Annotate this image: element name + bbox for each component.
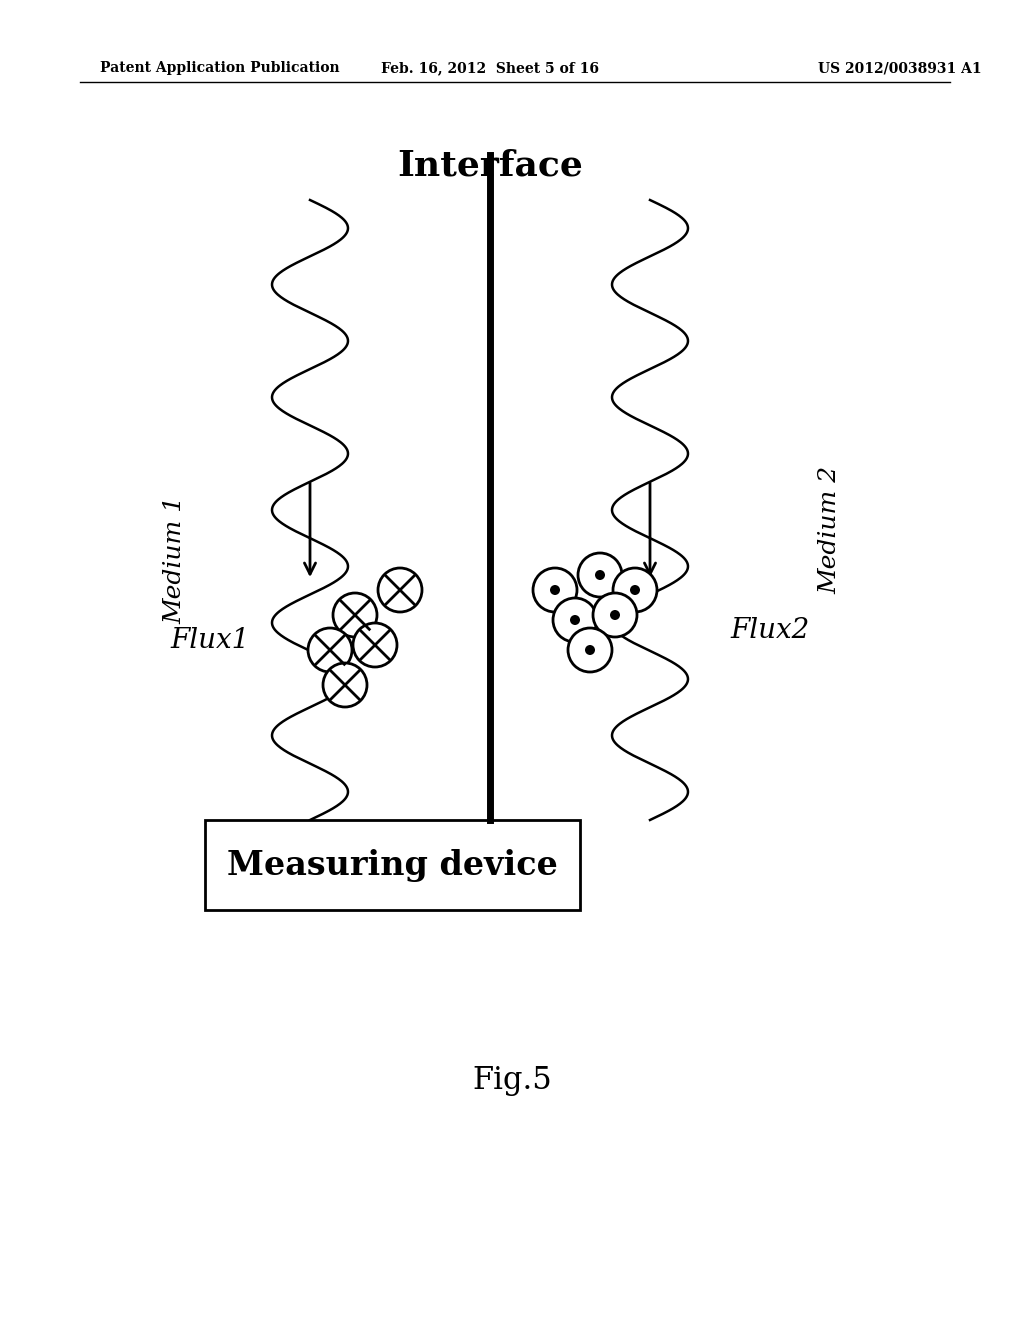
Circle shape [323, 663, 367, 708]
Circle shape [610, 610, 620, 620]
Circle shape [308, 628, 352, 672]
Circle shape [613, 568, 657, 612]
Text: US 2012/0038931 A1: US 2012/0038931 A1 [818, 61, 982, 75]
Circle shape [570, 615, 580, 624]
Circle shape [553, 598, 597, 642]
Text: Feb. 16, 2012  Sheet 5 of 16: Feb. 16, 2012 Sheet 5 of 16 [381, 61, 599, 75]
Circle shape [630, 585, 640, 595]
Circle shape [593, 593, 637, 638]
Text: Flux1: Flux1 [170, 627, 250, 653]
Text: Fig.5: Fig.5 [472, 1064, 552, 1096]
Text: Medium 1: Medium 1 [164, 496, 186, 624]
Circle shape [578, 553, 622, 597]
Text: Medium 2: Medium 2 [818, 466, 842, 594]
Circle shape [353, 623, 397, 667]
Circle shape [333, 593, 377, 638]
Text: Patent Application Publication: Patent Application Publication [100, 61, 340, 75]
Text: Flux2: Flux2 [730, 616, 810, 644]
Circle shape [595, 570, 605, 579]
Circle shape [550, 585, 560, 595]
Text: Interface: Interface [397, 148, 583, 182]
Circle shape [534, 568, 577, 612]
Text: Measuring device: Measuring device [227, 849, 558, 882]
Circle shape [568, 628, 612, 672]
Circle shape [585, 645, 595, 655]
Bar [205, 820, 580, 909]
Circle shape [378, 568, 422, 612]
